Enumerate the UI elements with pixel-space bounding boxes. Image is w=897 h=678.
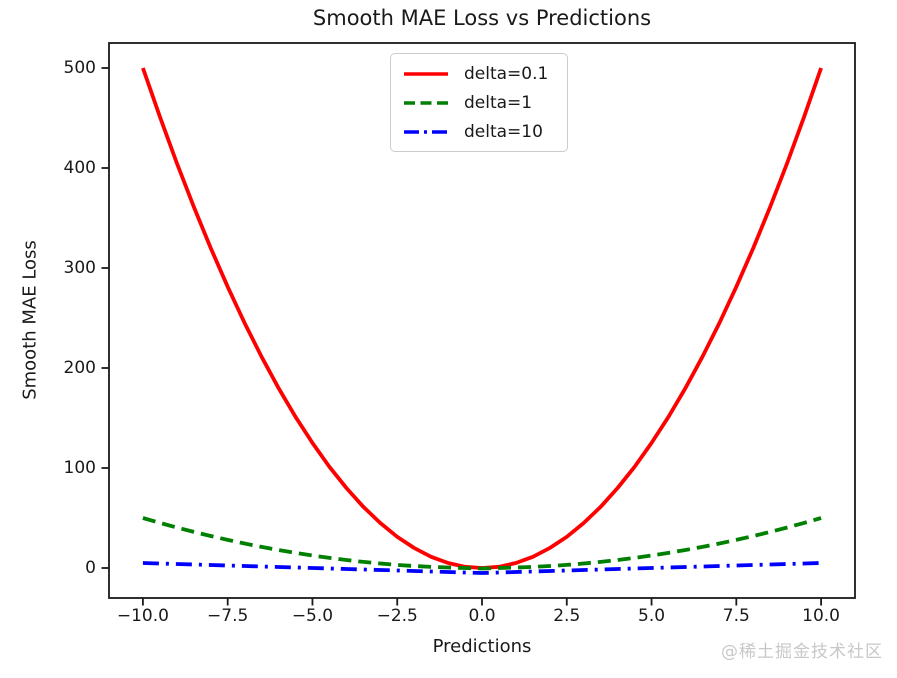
- legend-item: delta=10: [403, 122, 557, 142]
- legend-label: delta=1: [464, 92, 533, 113]
- watermark: @稀土掘金技术社区: [721, 642, 883, 662]
- series-line-1: [142, 516, 822, 571]
- y-tick-label: 200: [63, 358, 96, 378]
- legend-line-sample: [404, 100, 448, 105]
- legend-line-sample: [404, 71, 448, 76]
- chart-title: Smooth MAE Loss vs Predictions: [312, 6, 652, 30]
- x-tick-label: −7.5: [207, 606, 249, 626]
- y-tick-label: 500: [63, 58, 96, 78]
- legend-item: delta=1: [403, 93, 557, 113]
- x-tick-label: −5.0: [291, 606, 334, 626]
- x-axis-label: Predictions: [432, 636, 532, 657]
- y-tick-label: 0: [85, 558, 96, 578]
- x-tick-label: 5.0: [638, 606, 666, 626]
- legend: delta=0.1 delta=1 delta=10: [390, 53, 568, 152]
- legend-line-sample: [404, 129, 448, 134]
- legend-item: delta=0.1: [403, 64, 557, 84]
- legend-label: delta=10: [464, 121, 543, 142]
- x-tick-label: 7.5: [722, 606, 750, 626]
- x-tick-label: −2.5: [376, 606, 418, 626]
- x-tick-label: 10.0: [802, 606, 840, 626]
- x-tick-label: −10.0: [116, 606, 169, 626]
- y-tick-label: 300: [63, 258, 96, 278]
- x-tick-label: 2.5: [553, 606, 581, 626]
- series-line-2: [142, 561, 822, 575]
- legend-label: delta=0.1: [464, 63, 549, 84]
- x-tick-label: 0.0: [468, 606, 496, 626]
- plot-border: [108, 42, 856, 599]
- y-tick-label: 400: [63, 158, 96, 178]
- y-tick-label: 100: [63, 458, 96, 478]
